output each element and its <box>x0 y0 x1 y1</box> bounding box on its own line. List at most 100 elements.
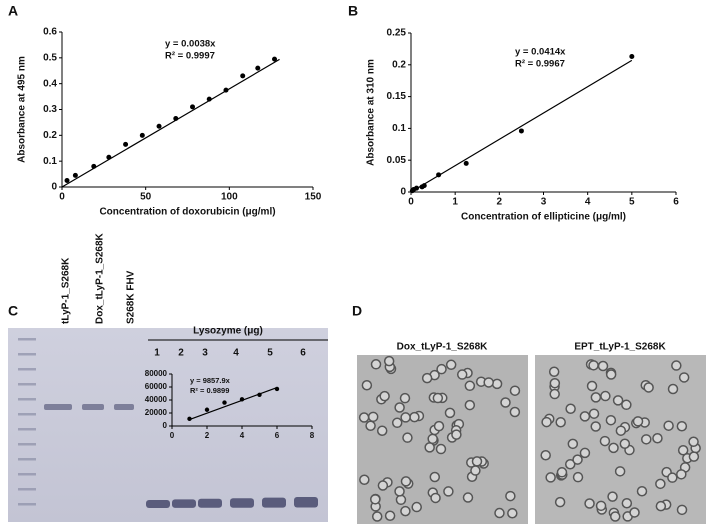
ladder-band <box>18 398 36 401</box>
y-tick-label: 0.2 <box>43 130 57 141</box>
y-tick-label: 40000 <box>145 395 168 404</box>
particle <box>663 420 674 431</box>
y-tick-label: 0.15 <box>387 91 407 102</box>
y-tick-label: 0.2 <box>392 59 406 70</box>
particle <box>456 369 468 380</box>
tem-title: EPT_tLyP-1_S268K <box>574 342 666 353</box>
particle <box>572 454 583 465</box>
lysozyme-band <box>146 500 170 508</box>
particle <box>444 407 456 419</box>
data-point <box>123 141 129 147</box>
particle <box>424 442 435 453</box>
y-axis-label: Absorbance at 310 nm <box>366 59 377 166</box>
data-point <box>64 178 70 184</box>
particle <box>605 414 617 426</box>
particle <box>429 471 441 483</box>
particle <box>394 486 405 497</box>
equation: y = 0.0414x <box>515 47 566 58</box>
particle <box>595 500 607 512</box>
particle <box>590 421 601 432</box>
protein-band <box>114 404 134 410</box>
lane-number: 1 <box>154 348 160 359</box>
particle <box>584 498 595 509</box>
particle <box>400 505 411 517</box>
data-point <box>463 160 469 166</box>
ladder-band <box>18 428 36 431</box>
gel-image <box>8 328 328 522</box>
particle <box>376 425 388 436</box>
data-point <box>223 87 229 93</box>
y-axis-label: Absorbance at 495 nm <box>17 56 28 163</box>
particle <box>409 411 420 423</box>
particle <box>643 382 654 393</box>
panel-label: B <box>348 3 358 19</box>
particle <box>678 372 690 383</box>
x-tick-label: 4 <box>240 431 245 440</box>
y-tick-label: 0.5 <box>43 52 57 63</box>
particle <box>677 444 689 456</box>
particle <box>509 385 521 396</box>
particle <box>367 411 379 423</box>
particle <box>400 476 412 487</box>
particle <box>676 504 688 516</box>
trendline <box>410 59 633 193</box>
panel-label: D <box>352 303 362 319</box>
x-axis-label: Concentration of doxorubicin (μg/ml) <box>99 207 275 218</box>
particle <box>540 450 551 461</box>
y-tick-label: 0 <box>400 187 406 198</box>
particle <box>371 511 383 522</box>
particle <box>615 425 627 436</box>
lane-label: tLyP-1_S268K <box>61 257 72 324</box>
particle <box>588 408 600 419</box>
particle <box>464 399 476 411</box>
particle <box>384 510 396 521</box>
particle <box>607 491 618 502</box>
particle <box>608 442 619 454</box>
particle <box>629 507 640 518</box>
lane-number: 3 <box>202 348 208 359</box>
data-point <box>190 104 196 110</box>
particle <box>361 379 373 391</box>
particle <box>494 507 505 519</box>
ladder-band <box>18 368 36 371</box>
y-tick-label: 0.1 <box>392 123 406 134</box>
particle <box>556 467 568 478</box>
particle <box>641 434 652 445</box>
data-point <box>222 400 227 405</box>
particle <box>394 402 405 413</box>
x-tick-label: 2 <box>497 197 503 208</box>
particle <box>667 383 679 395</box>
lysozyme-band <box>262 497 286 508</box>
x-tick-label: 100 <box>221 192 238 203</box>
particle <box>433 420 445 432</box>
r-squared: R² = 0.9967 <box>515 59 565 70</box>
data-point <box>272 56 278 62</box>
particle <box>586 380 598 392</box>
x-tick-label: 150 <box>305 192 322 203</box>
y-tick-label: 0.6 <box>43 27 57 38</box>
particle <box>655 478 666 490</box>
data-point <box>239 397 245 402</box>
ladder-band <box>18 473 36 476</box>
protein-band <box>82 404 104 410</box>
lysozyme-band <box>172 499 196 508</box>
x-tick-label: 1 <box>452 197 458 208</box>
particle <box>554 496 566 508</box>
particle <box>464 380 476 392</box>
trendline <box>189 386 278 421</box>
equation: y = 0.0038x <box>165 39 216 50</box>
x-tick-label: 4 <box>585 197 591 208</box>
ladder-band <box>18 488 36 491</box>
x-tick-label: 50 <box>140 192 152 203</box>
lane-number: 6 <box>300 348 306 359</box>
particle <box>688 436 699 448</box>
particle <box>541 416 552 428</box>
particle <box>400 412 411 423</box>
particle <box>572 471 584 483</box>
particle <box>621 399 632 411</box>
lane-number: 2 <box>178 348 184 359</box>
lysozyme-band <box>230 498 254 508</box>
particle <box>564 458 576 470</box>
protein-band <box>44 404 72 410</box>
